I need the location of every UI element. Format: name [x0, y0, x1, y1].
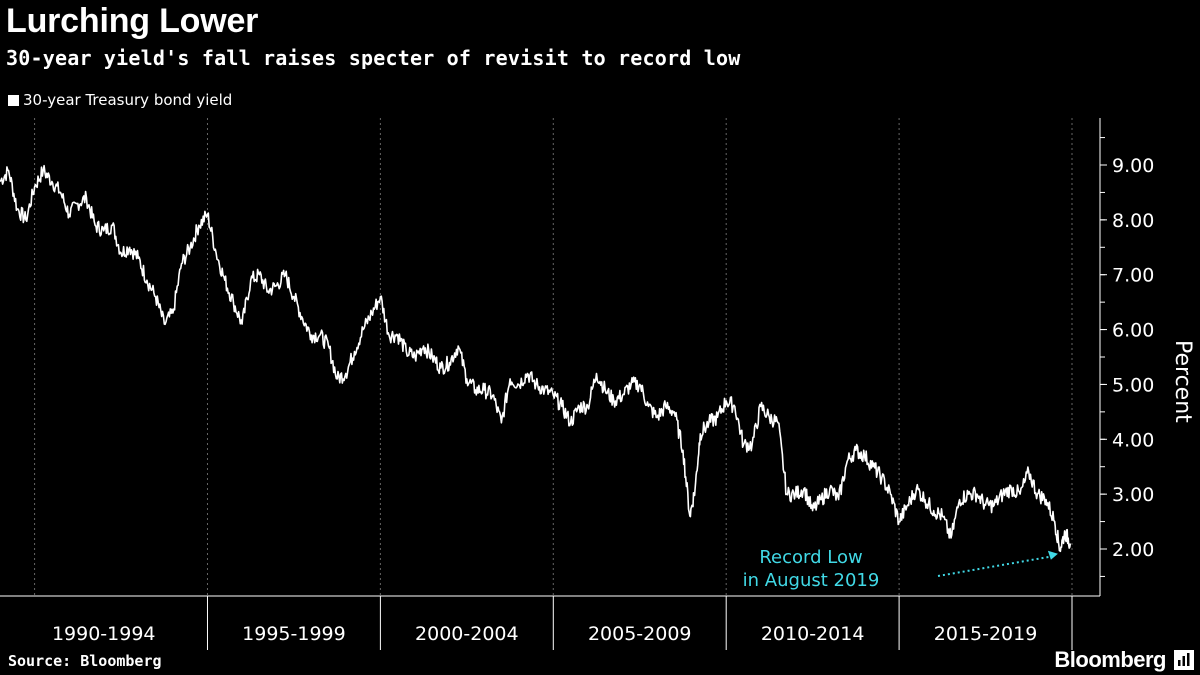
- y-tick-label: 5.00: [1112, 374, 1154, 396]
- y-tick-label: 8.00: [1112, 210, 1154, 232]
- bloomberg-logo-icon: [1174, 650, 1194, 670]
- y-tick-label: 3.00: [1112, 484, 1154, 506]
- x-tick-label: 2010-2014: [761, 623, 865, 645]
- x-tick-label: 1995-1999: [242, 623, 346, 645]
- y-tick-label: 6.00: [1112, 320, 1154, 342]
- brand-logo-text: Bloomberg: [1054, 647, 1166, 672]
- legend: 30-year Treasury bond yield: [8, 91, 232, 109]
- x-tick-label: 2000-2004: [415, 623, 519, 645]
- annotation-arrow-line: [937, 554, 1057, 577]
- annotation-label-line2: in August 2019: [743, 570, 880, 591]
- x-tick-label: 2005-2009: [588, 623, 692, 645]
- legend-swatch: [8, 94, 19, 106]
- y-tick-label: 7.00: [1112, 265, 1154, 287]
- x-tick-label: 2015-2019: [934, 623, 1038, 645]
- y-tick-label: 4.00: [1112, 429, 1154, 451]
- legend-label: 30-year Treasury bond yield: [23, 91, 233, 109]
- source-note: Source: Bloomberg: [8, 652, 162, 670]
- annotation-label-line1: Record Low: [759, 547, 862, 568]
- series-line-30yr-yield: [0, 164, 1072, 553]
- x-tick-label: 1990-1994: [52, 623, 156, 645]
- annotation-arrow-head: [1047, 550, 1058, 560]
- y-tick-label: 9.00: [1112, 155, 1154, 177]
- y-tick-label: 2.00: [1112, 539, 1154, 561]
- y-axis-title: Percent: [1170, 340, 1195, 423]
- chart-subtitle: 30-year yield's fall raises specter of r…: [6, 46, 741, 70]
- chart-title: Lurching Lower: [6, 2, 259, 40]
